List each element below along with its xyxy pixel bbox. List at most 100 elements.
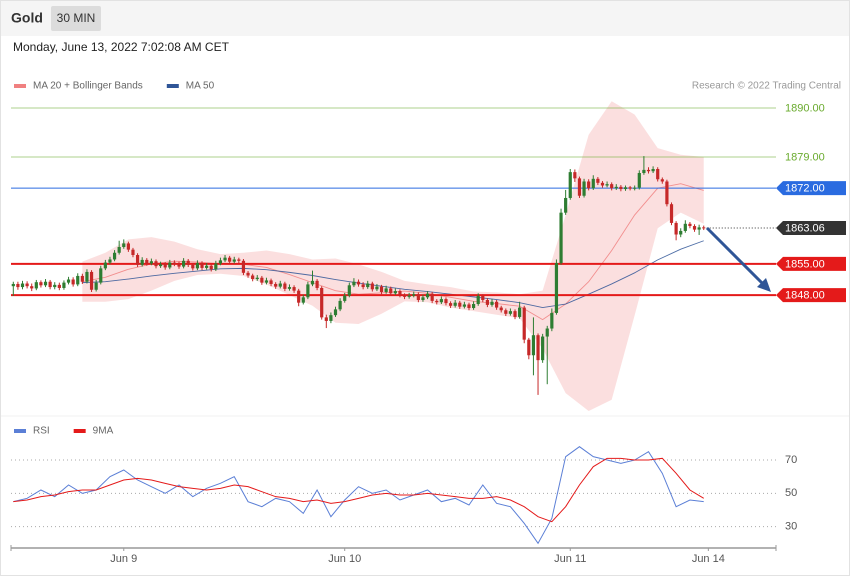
candle-body (384, 288, 388, 292)
candle-body (53, 284, 57, 288)
candle-body (338, 300, 342, 310)
candle-body (637, 173, 641, 188)
legend-swatch (166, 84, 179, 88)
credit: Research © 2022 Trading Central (692, 81, 841, 92)
candle-body (628, 187, 632, 189)
candle-body (85, 271, 89, 282)
interval-label[interactable]: 30 MIN (57, 11, 96, 25)
candle-body (683, 223, 687, 231)
candle-body (407, 295, 411, 297)
candle-body (679, 230, 683, 235)
arrow-head (757, 278, 771, 292)
candle-body (633, 187, 637, 189)
candle-body (39, 282, 43, 286)
candle-body (471, 304, 476, 309)
candle-body (485, 300, 489, 305)
candle-body (315, 280, 319, 288)
candle-body (237, 259, 241, 261)
candle-body (154, 261, 158, 267)
candle-body (241, 260, 246, 273)
candle-body (366, 283, 370, 288)
candle-body (504, 310, 508, 314)
candle-body (260, 277, 264, 283)
candle-body (145, 259, 149, 264)
legend-label: MA 20 + Bollinger Bands (33, 81, 143, 92)
candle-body (375, 286, 379, 290)
candle-body (573, 172, 577, 179)
candle-body (131, 249, 135, 255)
candle-body (587, 181, 591, 189)
level-label-box (776, 256, 846, 271)
candle-body (274, 283, 278, 287)
candle-body (11, 283, 15, 287)
candle-body (172, 262, 177, 264)
level-label-box (776, 220, 846, 235)
candle-body (600, 182, 605, 186)
x-tick-label: Jun 9 (110, 553, 137, 565)
candle-body (117, 246, 121, 253)
candle-body (246, 272, 250, 276)
candle-body (536, 335, 540, 361)
candle-body (301, 297, 305, 303)
candle-body (177, 263, 181, 267)
candle-body (297, 290, 301, 303)
candle-body (448, 303, 453, 306)
candle-body (149, 261, 153, 264)
candle-body (71, 279, 75, 285)
candle-body (435, 300, 439, 303)
candle-body (278, 283, 282, 287)
level-label: 1890.00 (785, 102, 825, 114)
candle-body (182, 260, 186, 267)
candle-body (112, 252, 117, 260)
candle-body (168, 262, 172, 268)
moving-average-line (82, 240, 704, 309)
last-price-label: 1863.06 (785, 222, 825, 234)
candle-body (660, 179, 664, 182)
candle-body (619, 186, 623, 190)
candle-body (205, 265, 209, 268)
candle-body (218, 260, 223, 264)
candle-body (99, 268, 103, 283)
candle-body (228, 257, 232, 262)
candle-body (122, 243, 126, 247)
candle-body (370, 283, 374, 290)
candle-body (508, 311, 513, 314)
y-tick-label: 70 (785, 454, 797, 466)
candle-body (458, 302, 462, 307)
candle-body (462, 304, 466, 307)
interval-button[interactable] (51, 6, 101, 31)
candle-body (545, 328, 549, 337)
instrument-title: Gold (11, 10, 43, 26)
indicator-line (13, 457, 704, 523)
candle-body (702, 227, 706, 229)
candle-body (421, 297, 425, 301)
y-tick-label: 50 (785, 487, 797, 499)
level-label: 1855.00 (785, 258, 825, 270)
candle-body (467, 304, 471, 309)
candle-body (43, 281, 48, 286)
candle-body (476, 295, 480, 305)
candle-body (135, 255, 140, 265)
candle-body (352, 281, 356, 286)
candle-body (646, 169, 651, 172)
candle-body (186, 260, 190, 265)
candle-body (531, 335, 536, 356)
candle-body (223, 257, 227, 261)
legend-label: RSI (33, 426, 50, 437)
candle-body (126, 243, 130, 250)
candle-body (108, 259, 112, 263)
candle-body (425, 293, 430, 298)
candle-body (48, 281, 52, 288)
candle-body (564, 197, 568, 213)
candle-body (320, 287, 324, 318)
candle-body (412, 294, 416, 296)
candle-body (554, 263, 559, 313)
candle-body (444, 299, 448, 304)
timestamp: Monday, June 13, 2022 7:02:08 AM CET (13, 40, 230, 54)
candle-body (499, 307, 503, 311)
y-tick-label: 30 (785, 521, 797, 533)
candle-body (582, 181, 586, 196)
candle-body (361, 284, 365, 288)
legend-label: 9MA (93, 426, 114, 437)
